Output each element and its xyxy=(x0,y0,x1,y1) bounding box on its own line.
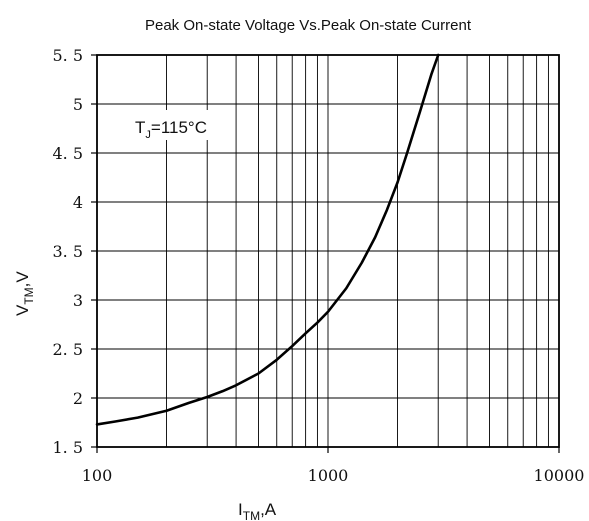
x-axis-label: ITM,A xyxy=(238,500,277,521)
annotation-text: TJ=115°C xyxy=(135,118,207,141)
x-axis-ticks: 100 1000 10000 xyxy=(82,447,585,485)
temperature-annotation: TJ=115°C xyxy=(115,110,233,141)
y-axis-label-suffix: ,V xyxy=(13,271,32,288)
series-layer xyxy=(95,53,440,426)
y-tick-label: 2. 5 xyxy=(52,340,83,359)
y-tick-label: 1. 5 xyxy=(52,438,83,457)
annotation-subscript: J xyxy=(145,129,151,141)
x-tick-label: 100 xyxy=(82,466,113,485)
y-tick-label: 3. 5 xyxy=(52,242,83,261)
y-tick-label: 5. 5 xyxy=(52,46,83,65)
y-axis-label-main: V xyxy=(13,304,32,316)
y-tick-label: 2 xyxy=(73,389,83,408)
y-tick-label: 3 xyxy=(73,291,83,310)
x-axis-label-suffix: ,A xyxy=(260,500,277,519)
annotation-main: T xyxy=(135,118,145,137)
y-axis-ticks: 1. 5 2 2. 5 3 3. 5 4 4. 5 5 5. 5 xyxy=(52,46,97,457)
annotation-box xyxy=(115,110,233,140)
x-axis-label-main: I xyxy=(238,500,243,519)
x-axis-label-subscript: TM xyxy=(243,509,260,521)
grid-lines xyxy=(97,55,559,447)
y-tick-label: 5 xyxy=(73,95,83,114)
y-axis-label-subscript: TM xyxy=(22,287,36,304)
y-axis-label: VTM,V xyxy=(13,271,36,316)
series-line-1 xyxy=(95,53,440,426)
annotation-suffix: =115°C xyxy=(151,118,207,137)
chart-title: Peak On-state Voltage Vs.Peak On-state C… xyxy=(145,17,472,34)
x-tick-label: 1000 xyxy=(308,466,349,485)
y-tick-label: 4 xyxy=(73,193,83,212)
y-tick-label: 4. 5 xyxy=(52,144,83,163)
x-tick-label: 10000 xyxy=(534,466,585,485)
